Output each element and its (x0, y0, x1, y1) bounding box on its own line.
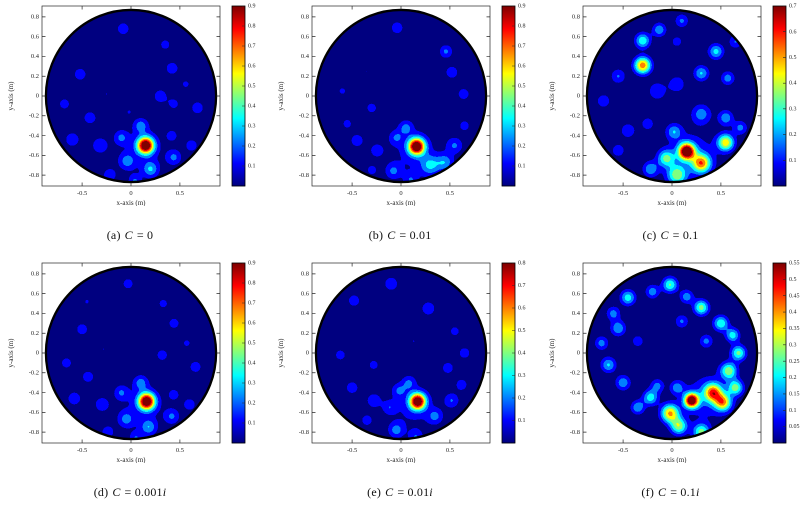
caption-index: (b) (368, 228, 384, 242)
contour-plot-a (0, 0, 270, 206)
caption-value: = 0.01 (399, 228, 432, 242)
caption-index: (c) (642, 228, 657, 242)
caption-value: = 0 (136, 228, 154, 242)
contour-plot-f (540, 257, 811, 463)
caption-variable: C (124, 228, 133, 242)
panel-f: (f) C = 0.1i (540, 257, 811, 514)
panel-caption-c: (c) C = 0.1 (540, 228, 811, 243)
caption-variable: C (658, 485, 667, 499)
contour-plot-c (540, 0, 811, 206)
caption-value: = 0.001 (124, 485, 163, 499)
contour-plot-d (0, 257, 270, 463)
panel-caption-e: (e) C = 0.01i (270, 485, 540, 500)
caption-index: (e) (367, 485, 382, 499)
panel-caption-a: (a) C = 0 (0, 228, 270, 243)
caption-value: = 0.1 (672, 228, 699, 242)
panel-caption-b: (b) C = 0.01 (270, 228, 540, 243)
caption-imaginary: i (162, 485, 167, 499)
caption-index: (d) (93, 485, 109, 499)
caption-variable: C (112, 485, 121, 499)
panel-caption-f: (f) C = 0.1i (540, 485, 811, 500)
caption-index: (a) (106, 228, 121, 242)
panel-caption-d: (d) C = 0.001i (0, 485, 270, 500)
caption-value: = 0.1 (670, 485, 697, 499)
panel-b: (b) C = 0.01 (270, 0, 540, 257)
panel-d: (d) C = 0.001i (0, 257, 270, 514)
caption-index: (f) (641, 485, 655, 499)
panel-c: (c) C = 0.1 (540, 0, 811, 257)
caption-variable: C (387, 228, 396, 242)
panel-a: (a) C = 0 (0, 0, 270, 257)
caption-variable: C (660, 228, 669, 242)
contour-plot-e (270, 257, 540, 463)
contour-plot-b (270, 0, 540, 206)
caption-value: = 0.01 (397, 485, 430, 499)
panel-e: (e) C = 0.01i (270, 257, 540, 514)
caption-imaginary: i (696, 485, 700, 499)
caption-variable: C (385, 485, 394, 499)
caption-imaginary: i (429, 485, 433, 499)
